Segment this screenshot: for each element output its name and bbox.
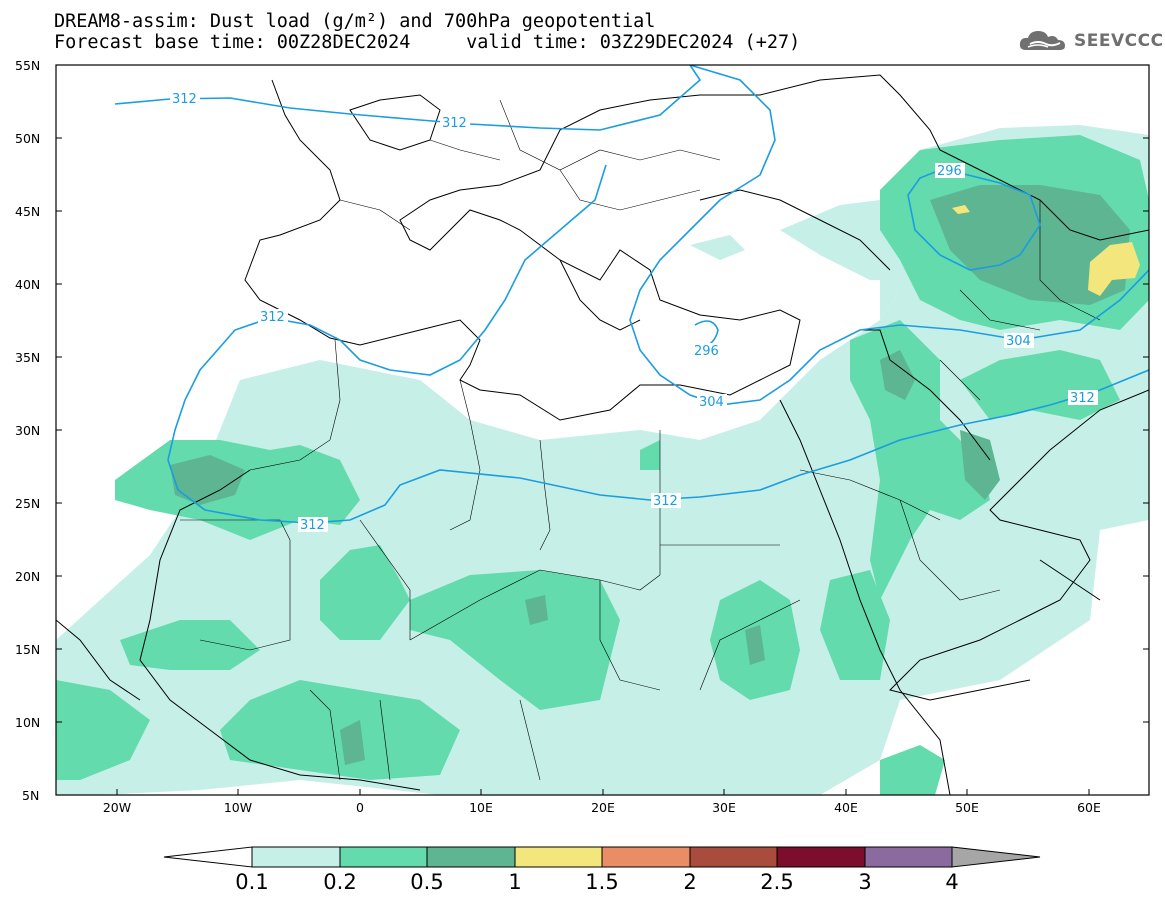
colorbar-swatch [689, 846, 778, 868]
colorbar-label: 2 [683, 870, 697, 894]
lat-label: 5N [22, 788, 39, 803]
lat-label: 40N [15, 277, 40, 292]
contour-label: 312 [172, 92, 197, 107]
colorbar-swatch [601, 846, 691, 868]
cloud-icon [1019, 31, 1065, 50]
lat-labels: 55N 50N 45N 40N 35N 30N 25N 20N 15N 10N … [15, 58, 40, 803]
colorbar-high-arrow [951, 846, 1041, 868]
dust-shading-high [170, 185, 1130, 765]
lat-label: 15N [15, 642, 40, 657]
contour-label: 312 [442, 116, 467, 131]
colorbar [163, 846, 1041, 868]
lon-label: 20W [103, 800, 131, 815]
logo-text: SEEVCCC [1074, 31, 1164, 51]
colorbar-swatch [864, 846, 953, 868]
lat-ticks [56, 64, 1149, 723]
lon-label: 10E [469, 800, 493, 815]
colorbar-label: 0.1 [235, 870, 269, 894]
colorbar-label: 2.5 [760, 870, 794, 894]
lat-label: 55N [15, 58, 40, 73]
dust-shading-peak [952, 205, 1140, 296]
lat-label: 50N [15, 131, 40, 146]
colorbar-swatch [514, 846, 603, 868]
colorbar-swatch [426, 846, 516, 868]
lon-label: 10W [224, 800, 252, 815]
lon-label: 0 [356, 800, 364, 815]
colorbar-label: 0.2 [323, 870, 357, 894]
colorbar-low-arrow [163, 846, 253, 868]
contour-label: 312 [300, 518, 325, 533]
contour-label: 312 [1070, 391, 1095, 406]
colorbar-swatch [776, 846, 866, 868]
colorbar-label: 1.5 [585, 870, 619, 894]
colorbar-swatch [251, 846, 341, 868]
lon-ticks [116, 789, 1090, 795]
lat-label: 30N [15, 423, 40, 438]
colorbar-swatch [339, 846, 428, 868]
map-title: DREAM8-assim: Dust load (g/m²) and 700hP… [54, 11, 656, 32]
contour-label: 304 [699, 395, 724, 410]
contour-labels: 312 312 312 312 312 312 296 296 304 304 [170, 91, 1098, 533]
contour-label: 312 [260, 310, 285, 325]
lon-label: 40E [834, 800, 858, 815]
lat-label: 35N [15, 350, 40, 365]
lat-label: 45N [15, 204, 40, 219]
lat-label: 20N [15, 569, 40, 584]
seevccc-logo: SEEVCCC [1018, 28, 1164, 54]
lon-label: 50E [955, 800, 979, 815]
colorbar-label: 3 [858, 870, 872, 894]
lon-label: 60E [1077, 800, 1101, 815]
country-borders [180, 99, 1101, 781]
lon-label: 20E [591, 800, 615, 815]
lon-label: 30E [712, 800, 736, 815]
lat-label: 25N [15, 496, 40, 511]
map-subtitle: Forecast base time: 00Z28DEC2024 valid t… [54, 32, 801, 53]
contour-label: 296 [937, 164, 962, 179]
contour-label: 296 [694, 344, 719, 359]
colorbar-label: 4 [945, 870, 959, 894]
contour-label: 304 [1006, 334, 1031, 349]
lat-label: 10N [15, 715, 40, 730]
lon-labels: 20W 10W 0 10E 20E 30E 40E 50E 60E [103, 800, 1101, 815]
colorbar-label: 1 [508, 870, 522, 894]
contour-label: 312 [653, 494, 678, 509]
colorbar-label: 0.5 [410, 870, 444, 894]
